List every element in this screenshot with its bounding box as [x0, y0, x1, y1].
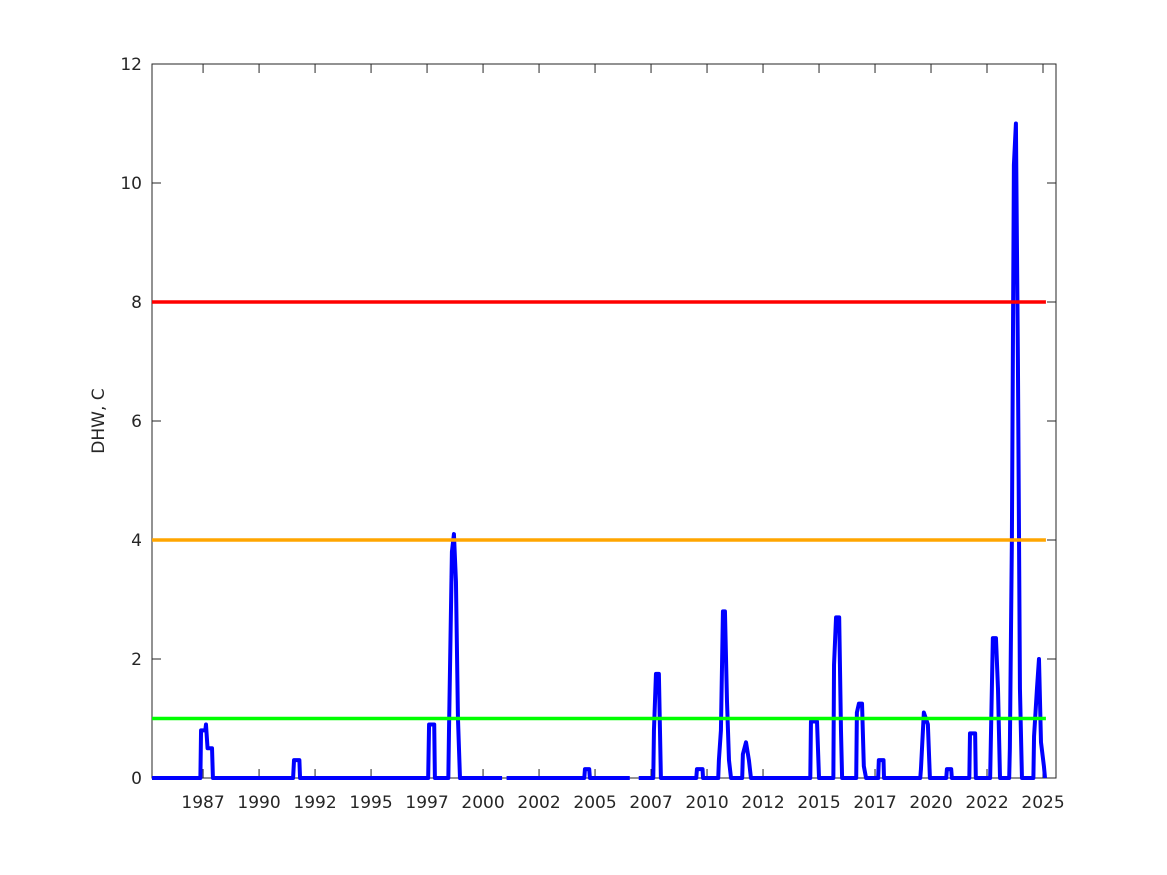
x-tick-label: 1990 [237, 793, 280, 813]
series-line [152, 121, 1048, 780]
x-tick-label: 2000 [461, 793, 504, 813]
x-tick-label: 2015 [797, 793, 840, 813]
x-tick-label: 2012 [741, 793, 784, 813]
x-tick-label: 2020 [909, 793, 952, 813]
x-tick-label: 1987 [181, 793, 224, 813]
x-tick-label: 2010 [685, 793, 728, 813]
y-axis-label: DHW, C [89, 388, 109, 453]
x-tick-label: 2005 [573, 793, 616, 813]
x-tick-label: 2017 [853, 793, 896, 813]
y-tick-label: 8 [131, 293, 142, 313]
x-tick-label: 2022 [965, 793, 1008, 813]
y-tick-label: 12 [120, 55, 142, 75]
x-tick-label: 2002 [517, 793, 560, 813]
x-tick-label: 2025 [1021, 793, 1064, 813]
y-tick-label: 2 [131, 650, 142, 670]
x-tick-label: 1995 [349, 793, 392, 813]
x-tick-label: 2007 [629, 793, 672, 813]
x-tick-label: 1997 [405, 793, 448, 813]
y-tick-label: 0 [131, 769, 142, 789]
y-tick-label: 6 [131, 412, 142, 432]
y-tick-label: 10 [120, 174, 142, 194]
x-tick-label: 1992 [293, 793, 336, 813]
y-tick-label: 4 [131, 531, 142, 551]
